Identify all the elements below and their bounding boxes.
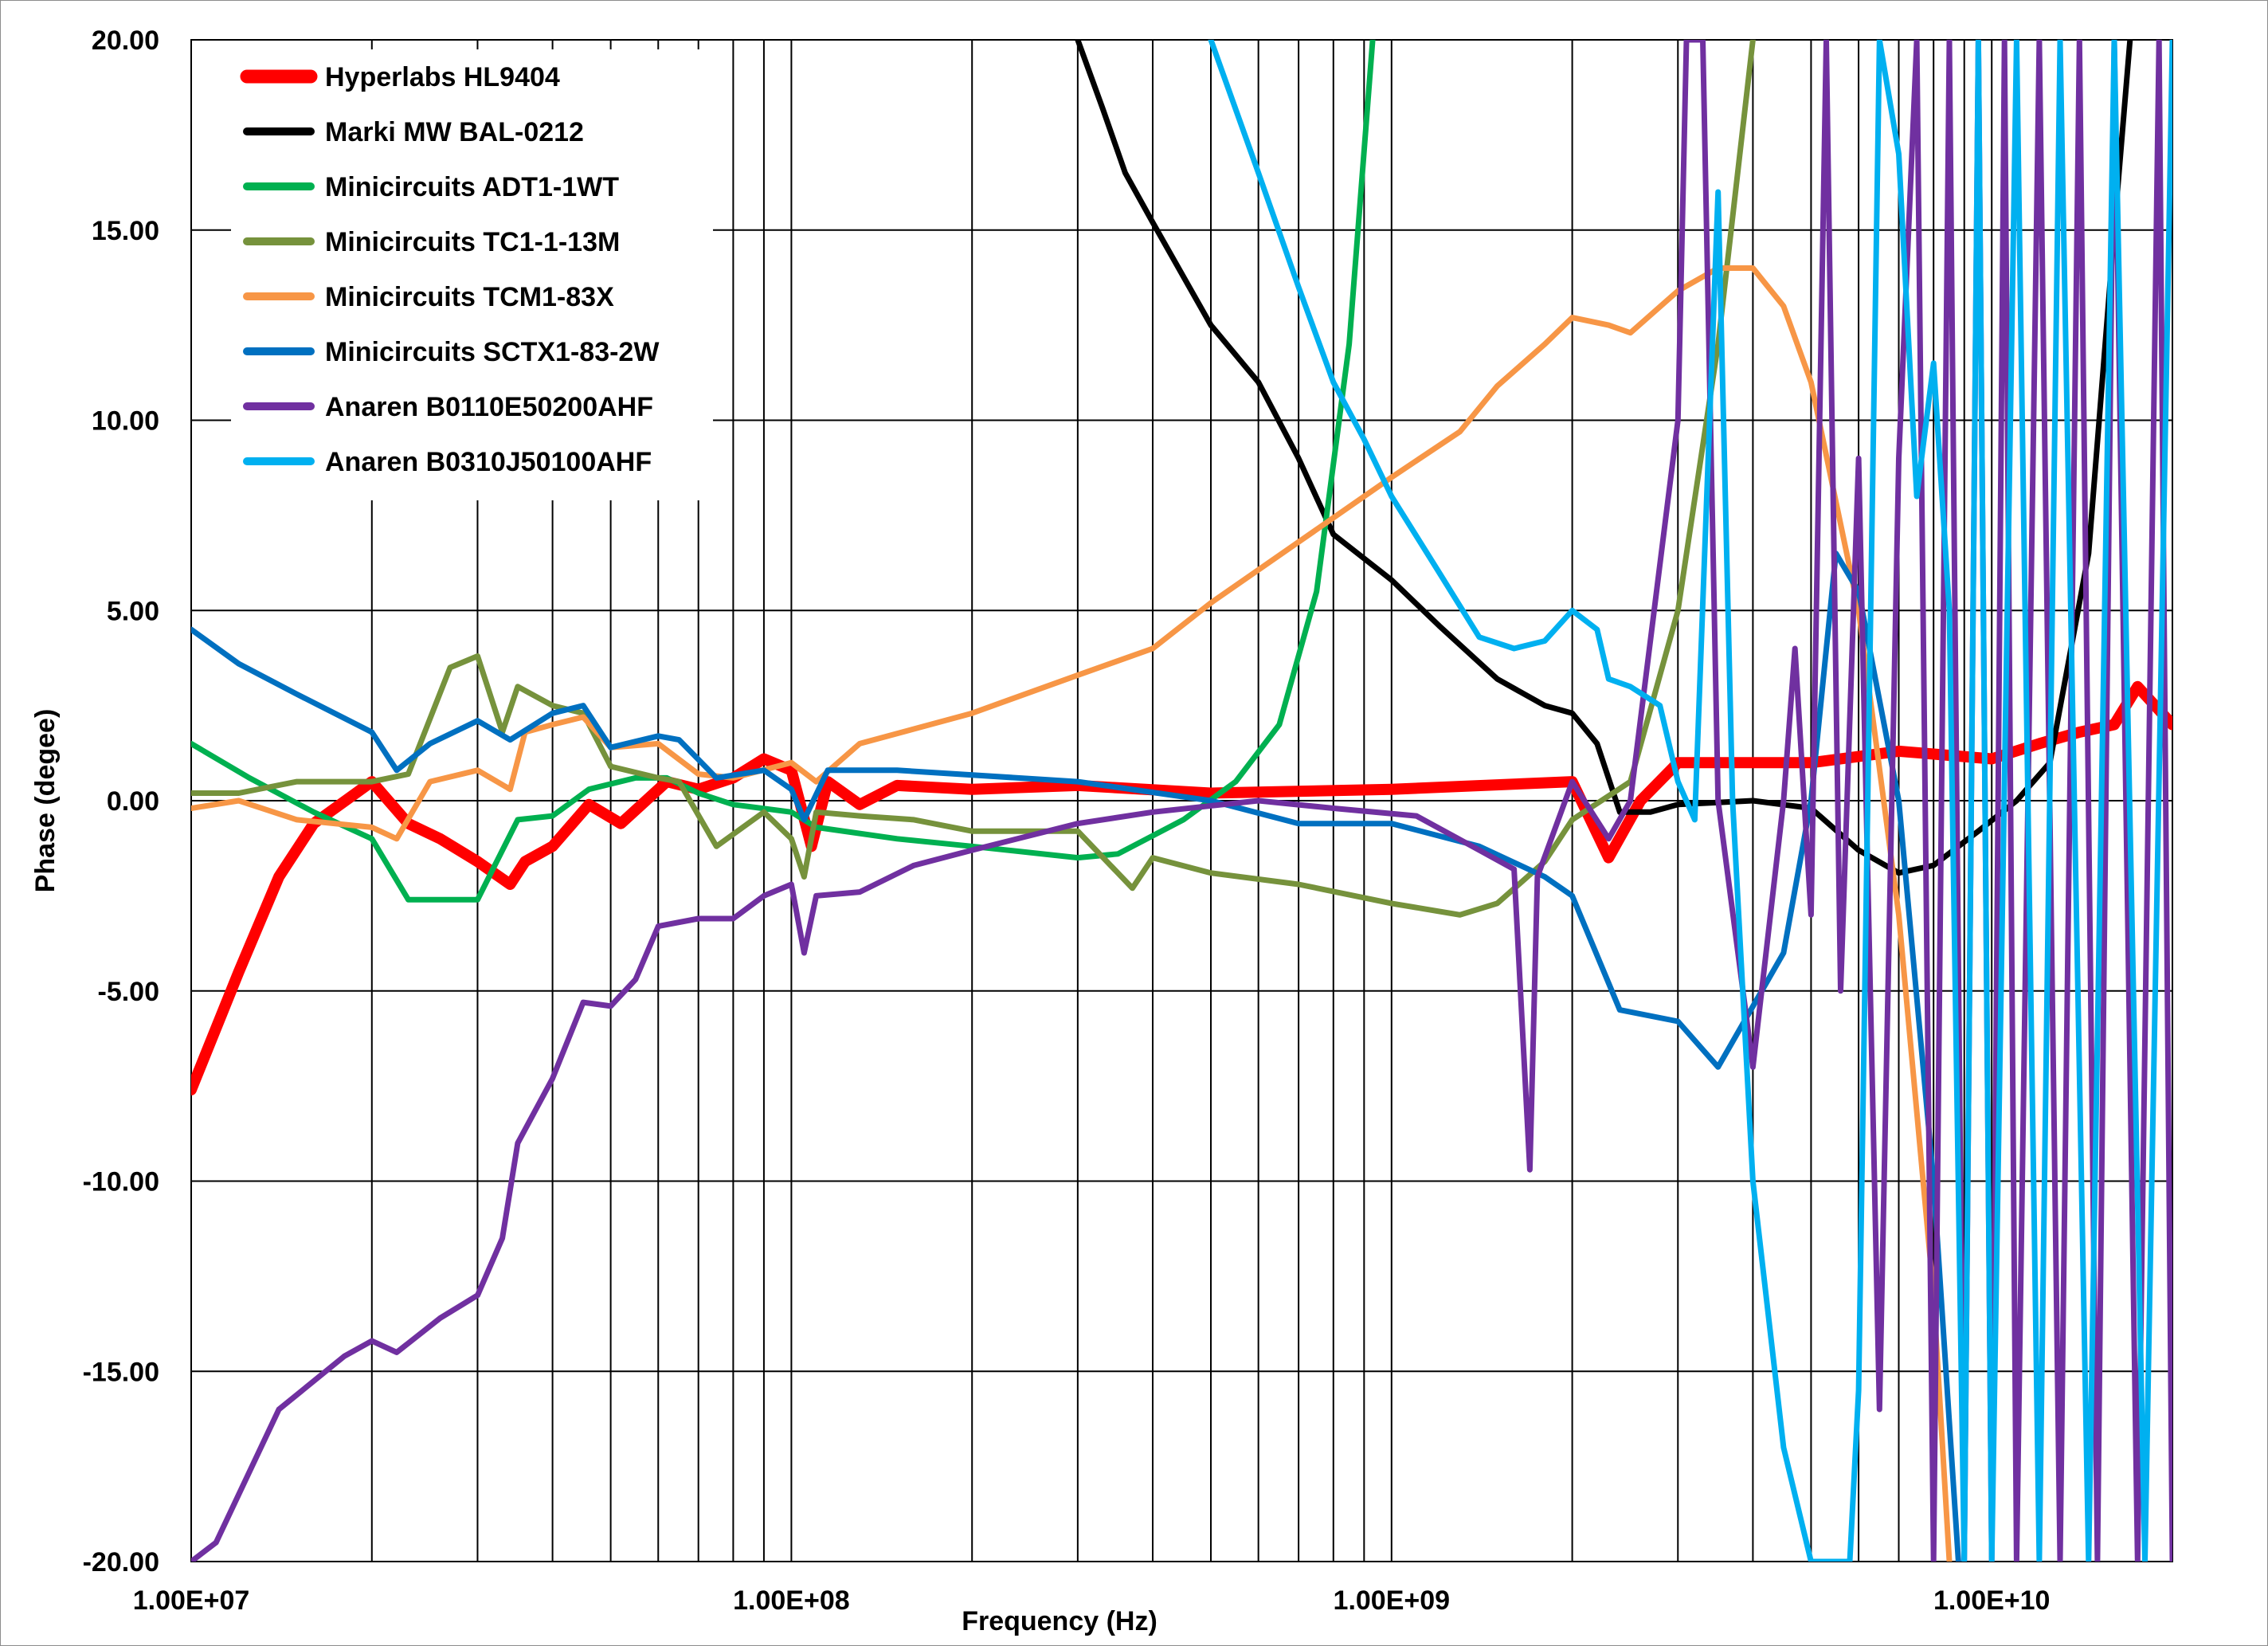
x-tick-label: 1.00E+08 — [733, 1585, 850, 1616]
y-tick-label: -20.00 — [83, 1547, 159, 1577]
legend-label: Hyperlabs HL9404 — [325, 62, 560, 92]
y-tick-label: 0.00 — [107, 786, 159, 817]
x-tick-label: 1.00E+07 — [133, 1585, 250, 1616]
y-tick-label: -5.00 — [98, 977, 160, 1007]
y-tick-label: 20.00 — [92, 25, 159, 56]
x-tick-label: 1.00E+10 — [1933, 1585, 2051, 1616]
y-tick-label: 10.00 — [92, 406, 159, 437]
series-line-3 — [191, 40, 1756, 918]
y-axis-label: Phase (degee) — [30, 709, 61, 893]
legend-box — [231, 49, 713, 500]
x-tick-label: 1.00E+09 — [1334, 1585, 1451, 1616]
series-line-4 — [191, 265, 1953, 1562]
legend-label: Minicircuits SCTX1-83-2W — [325, 337, 660, 367]
y-tick-label: -10.00 — [83, 1167, 159, 1197]
legend-label: Minicircuits TC1-1-13M — [325, 227, 620, 257]
legend: Hyperlabs HL9404 Marki MW BAL-0212 Minicir… — [231, 49, 713, 500]
series-line-5 — [191, 551, 1961, 1562]
y-tick-label: 15.00 — [92, 216, 159, 246]
legend-label: Anaren B0310J50100AHF — [325, 447, 652, 477]
series-line-2 — [191, 40, 1376, 903]
legend-label: Minicircuits TCM1-83X — [325, 282, 614, 312]
legend-label: Minicircuits ADT1-1WT — [325, 172, 619, 202]
y-tick-label: -15.00 — [83, 1357, 159, 1387]
y-tick-label: 5.00 — [107, 596, 159, 626]
tick-labels: 20.00 15.00 10.00 5.00 0.00 -5.00 -10.00 -15.00… — [83, 25, 2051, 1616]
plot-area — [190, 39, 2173, 1562]
plot-border — [190, 39, 2173, 1562]
series-lines — [191, 40, 2172, 1562]
legend-label: Marki MW BAL-0212 — [325, 117, 584, 147]
series-line-7 — [1208, 40, 2172, 1562]
legend-label: Anaren B0110E50200AHF — [325, 392, 653, 422]
x-axis-label: Frequency (Hz) — [962, 1606, 1158, 1636]
